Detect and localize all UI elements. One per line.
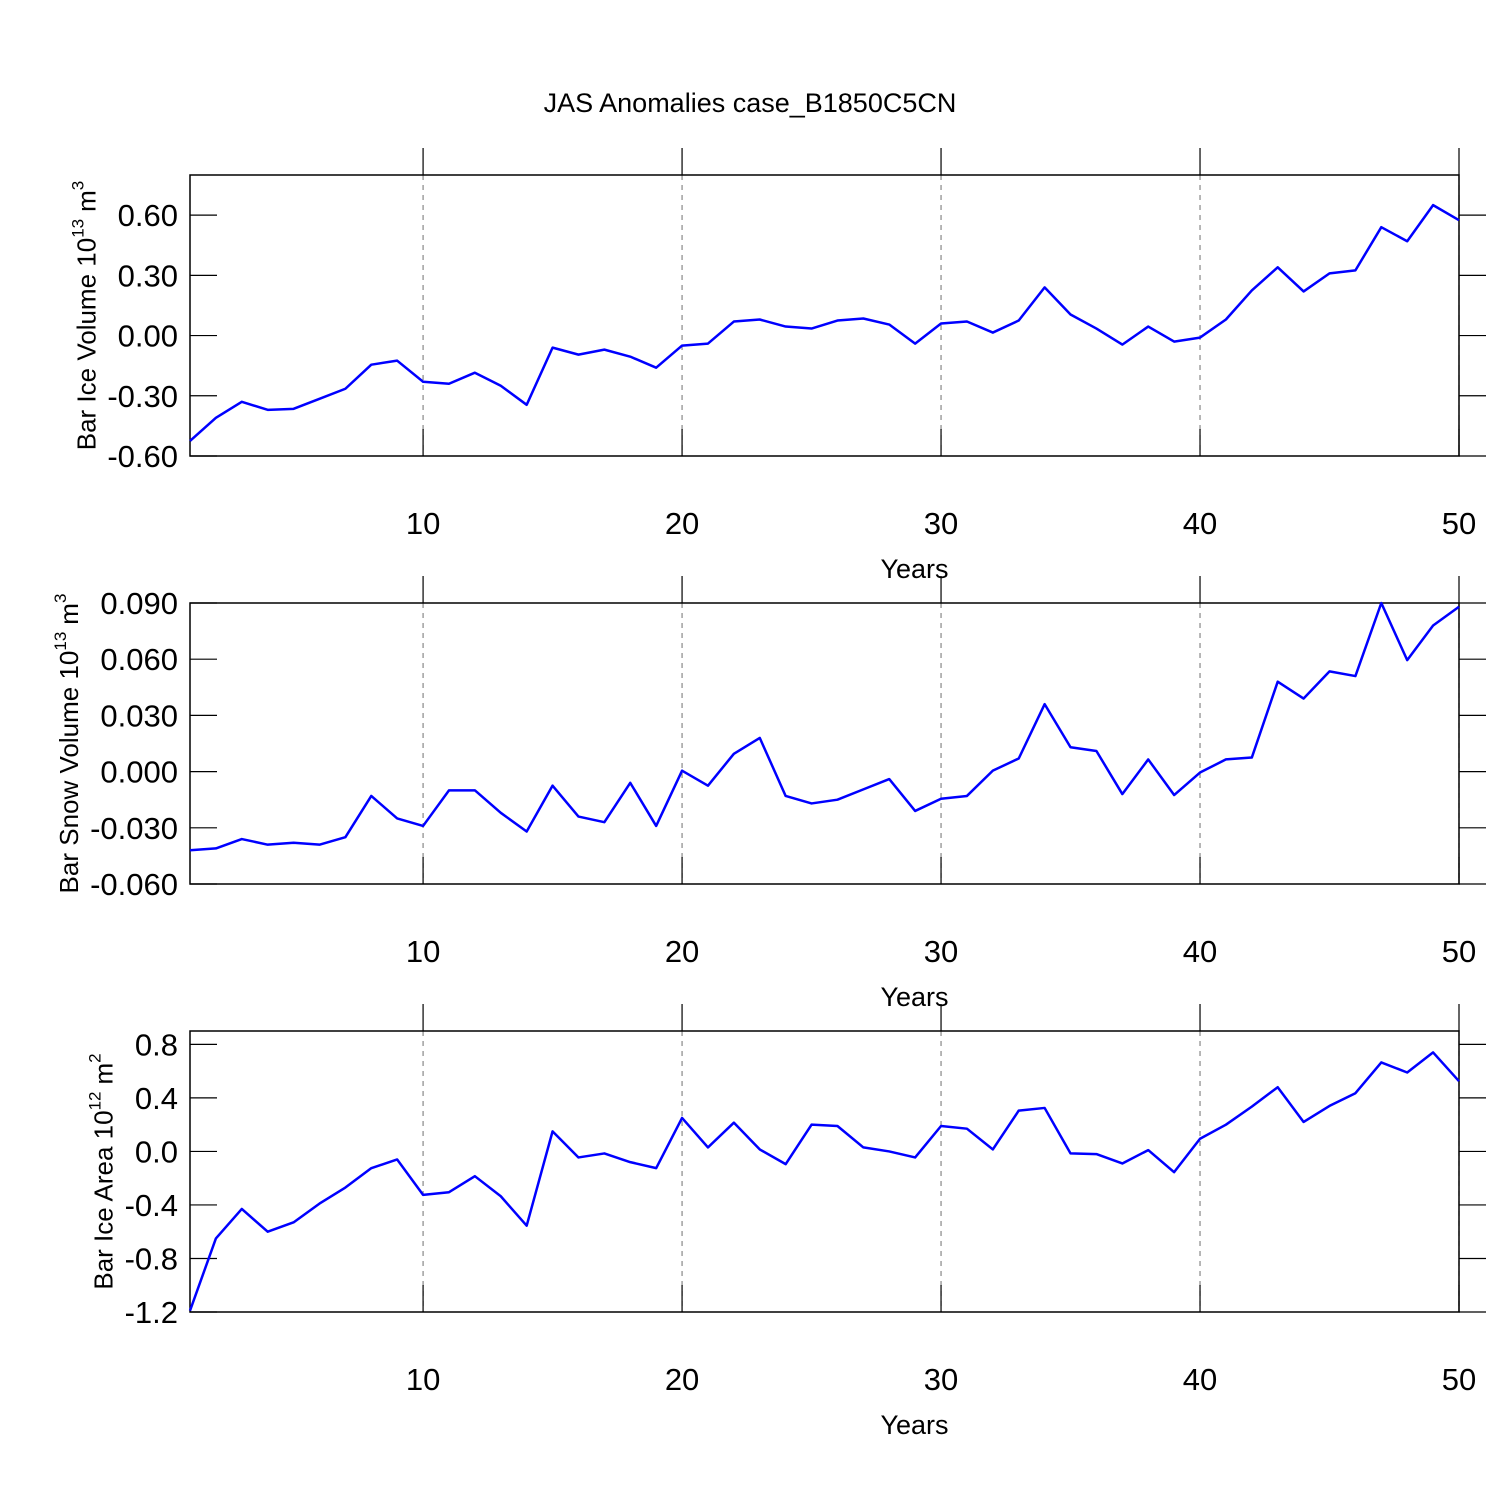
y-label-exponent: 3 [68,181,87,190]
x-tick-label: 20 [665,1362,699,1397]
x-tick-label: 50 [1442,506,1476,541]
x-tick-label: 20 [665,934,699,969]
y-tick-label: 0.000 [100,755,178,790]
data-line [188,1051,1460,1312]
y-tick-label: 0.4 [135,1081,178,1116]
y-tick-label: 0.060 [100,642,178,677]
data-line [189,601,1460,852]
x-tick-label: 10 [406,934,440,969]
y-tick-label: -0.30 [107,379,178,414]
x-tick-label: 50 [1442,934,1476,969]
y-label-text: Bar Ice Volume 10 [71,238,101,450]
y-label-exponent: 13 [68,219,87,238]
y-tick-label: -1.2 [125,1295,178,1330]
y-label-exponent: 13 [51,632,70,651]
y-tick-label: -0.60 [107,439,178,474]
y-tick-label: 0.60 [118,198,178,233]
y-tick-label: -0.8 [125,1241,178,1276]
x-tick-label: 30 [924,506,958,541]
plot-frame [189,174,1460,457]
x-axis-label: Years [880,554,948,584]
y-tick-label: -0.4 [125,1188,178,1223]
y-tick-label: 0.8 [135,1027,178,1062]
y-label-unit: m [54,603,84,625]
y-tick-label: -0.030 [90,811,178,846]
y-tick-label: 0.00 [118,319,178,354]
y-tick-label: 0.030 [100,698,178,733]
y-tick-label: 0.0 [135,1134,178,1169]
y-label-text: Bar Snow Volume 10 [54,651,84,894]
x-axis-label: Years [880,1410,948,1440]
y-axis-label: Bar Snow Volume 1013 m3 [51,594,84,894]
x-tick-label: 40 [1183,934,1217,969]
y-label-exponent: 3 [51,594,70,603]
x-axis-label: Years [880,982,948,1012]
y-tick-label: 0.30 [118,258,178,293]
y-tick-label: -0.060 [90,867,178,902]
x-tick-label: 30 [924,1362,958,1397]
chart-title: JAS Anomalies case_B1850C5CN [544,88,957,118]
y-axis-label: Bar Ice Area 1012 m2 [86,1053,119,1289]
y-label-exponent: 2 [86,1053,105,1062]
y-tick-label: 0.090 [100,586,178,621]
x-tick-label: 10 [406,1362,440,1397]
y-label-exponent: 12 [86,1091,105,1110]
y-label-unit: m [71,190,101,212]
x-tick-label: 10 [406,506,440,541]
y-axis-label: Bar Ice Volume 1013 m3 [68,181,101,451]
plot-frame [189,602,1460,885]
x-tick-label: 30 [924,934,958,969]
x-tick-label: 40 [1183,506,1217,541]
plot-frame [189,1030,1460,1313]
data-line [189,203,1460,442]
x-tick-label: 20 [665,506,699,541]
y-label-unit: m [89,1063,119,1085]
x-tick-label: 40 [1183,1362,1217,1397]
y-label-text: Bar Ice Area 10 [89,1110,119,1289]
x-tick-label: 50 [1442,1362,1476,1397]
